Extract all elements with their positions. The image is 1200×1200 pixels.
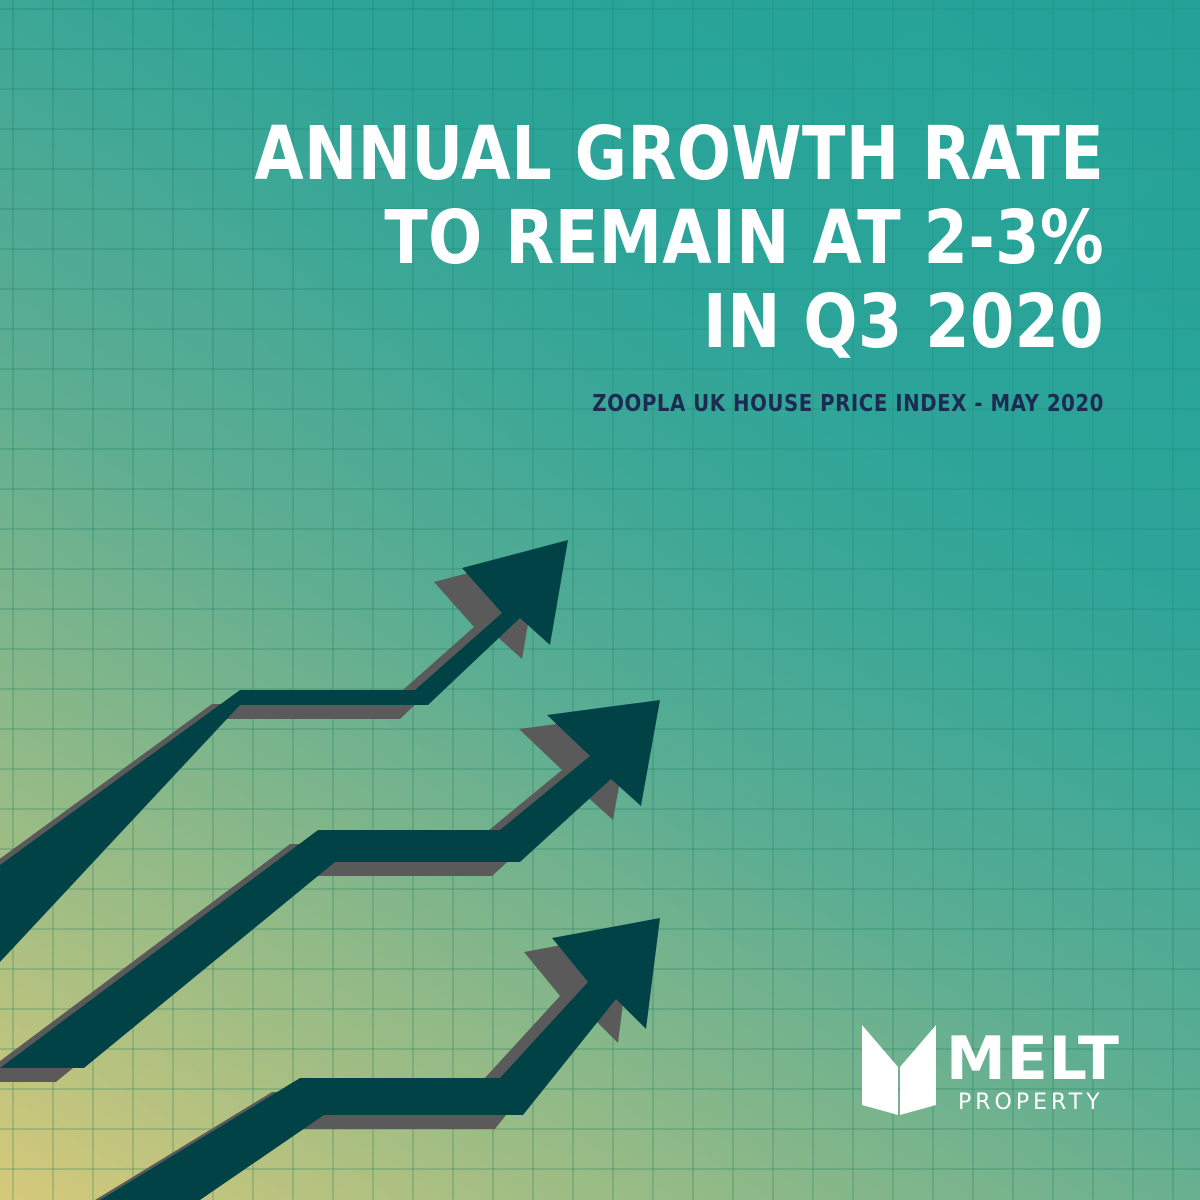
arrow-middle — [0, 700, 660, 1068]
logo-tagline: PROPERTY — [958, 1090, 1104, 1115]
arrow-top — [0, 540, 568, 962]
headline-line-2: TO REMAIN AT 2-3% — [384, 195, 1104, 281]
arrows — [0, 540, 660, 1200]
headline-line-3: IN Q3 2020 — [702, 279, 1104, 365]
logo-wordmark: MELT — [946, 1024, 1120, 1094]
arrow-bottom — [100, 918, 660, 1200]
melt-property-logo: MELT PROPERTY — [862, 1025, 1127, 1120]
headline-line-1: ANNUAL GROWTH RATE — [254, 111, 1104, 197]
logo-mark-icon — [862, 1025, 936, 1115]
headline: ANNUAL GROWTH RATE TO REMAIN AT 2-3% IN … — [254, 112, 1104, 364]
source-subtitle: ZOOPLA UK HOUSE PRICE INDEX - MAY 2020 — [592, 391, 1104, 417]
